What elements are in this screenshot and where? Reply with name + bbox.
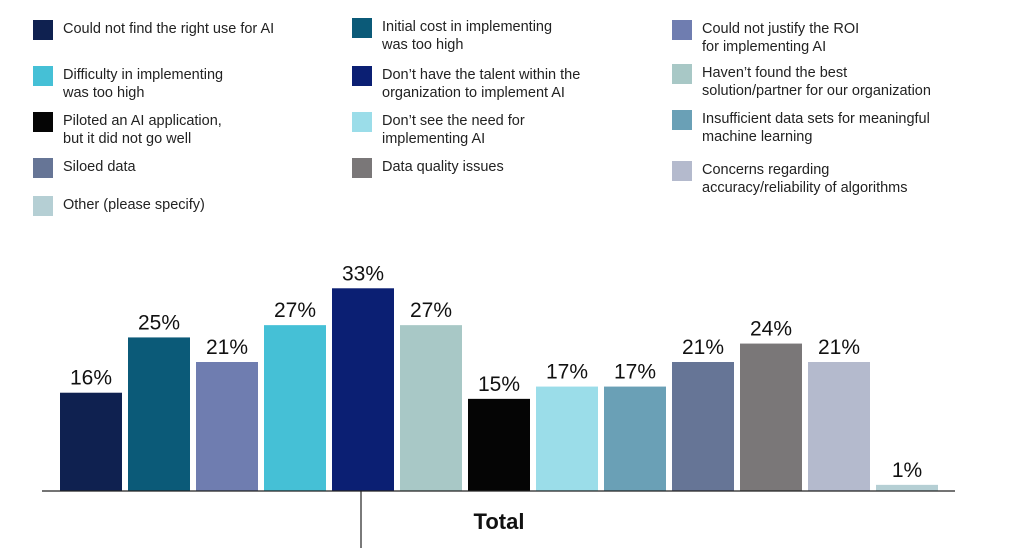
bar-value-label: 27% bbox=[274, 299, 316, 322]
bar bbox=[60, 392, 122, 491]
legend-swatch bbox=[672, 110, 692, 130]
bar bbox=[400, 325, 462, 491]
legend-item: Could not find the right use for AI bbox=[33, 20, 274, 40]
bar bbox=[604, 386, 666, 491]
legend-label: Siloed data bbox=[63, 159, 136, 175]
bar bbox=[332, 288, 394, 491]
legend-item: Don’t see the need for implementing AI bbox=[352, 112, 525, 148]
legend-item: Initial cost in implementing was too hig… bbox=[352, 18, 552, 54]
legend-item: Siloed data bbox=[33, 158, 136, 178]
legend-item: Data quality issues bbox=[352, 158, 504, 178]
legend-label: Insufficient data sets for meaningful ma… bbox=[702, 111, 930, 145]
legend-swatch bbox=[672, 64, 692, 84]
legend-swatch bbox=[352, 112, 372, 132]
bar-value-label: 33% bbox=[342, 262, 384, 285]
legend-swatch bbox=[352, 66, 372, 86]
bar bbox=[128, 337, 190, 491]
legend-swatch bbox=[672, 161, 692, 181]
bar-value-label: 17% bbox=[546, 361, 588, 384]
bar-value-label: 21% bbox=[818, 336, 860, 359]
bar-value-label: 17% bbox=[614, 361, 656, 384]
bar bbox=[672, 362, 734, 491]
bar bbox=[740, 343, 802, 491]
legend-item: Could not justify the ROI for implementi… bbox=[672, 20, 859, 56]
bar-value-label: 21% bbox=[206, 336, 248, 359]
bar-value-label: 25% bbox=[138, 311, 180, 334]
legend-swatch bbox=[33, 66, 53, 86]
legend-item: Haven’t found the best solution/partner … bbox=[672, 64, 931, 100]
bar-value-label: 1% bbox=[892, 459, 922, 482]
legend-label: Piloted an AI application, but it did no… bbox=[63, 113, 222, 147]
bar-value-label: 24% bbox=[750, 318, 792, 341]
x-axis-title: Total bbox=[474, 509, 525, 534]
bar bbox=[536, 386, 598, 491]
bar bbox=[196, 362, 258, 491]
legend: Could not find the right use for AI Diff… bbox=[0, 0, 1014, 230]
legend-swatch bbox=[352, 158, 372, 178]
bar-value-label: 27% bbox=[410, 299, 452, 322]
bar bbox=[876, 484, 938, 491]
legend-label: Other (please specify) bbox=[63, 197, 205, 213]
legend-item: Other (please specify) bbox=[33, 196, 205, 216]
legend-item: Piloted an AI application, but it did no… bbox=[33, 112, 222, 148]
legend-swatch bbox=[33, 196, 53, 216]
legend-item: Concerns regarding accuracy/reliability … bbox=[672, 161, 908, 197]
legend-item: Difficulty in implementing was too high bbox=[33, 66, 223, 102]
legend-swatch bbox=[352, 18, 372, 38]
bar bbox=[264, 325, 326, 491]
bar-chart: 16% 25% 21% 27% 33% 27% 15% 17% 17% 21% 24% 21% 1% T… bbox=[42, 262, 955, 548]
legend-swatch bbox=[33, 112, 53, 132]
bars-group: 16% 25% 21% 27% 33% 27% 15% 17% 17% 21% 24% 21% 1% bbox=[60, 262, 938, 491]
bar bbox=[468, 398, 530, 491]
legend-label: Haven’t found the best solution/partner … bbox=[702, 65, 931, 99]
legend-label: Don’t see the need for implementing AI bbox=[382, 113, 525, 147]
legend-item: Don’t have the talent within the organiz… bbox=[352, 66, 580, 102]
bar-value-label: 15% bbox=[478, 373, 520, 396]
bar-value-label: 16% bbox=[70, 367, 112, 390]
legend-swatch bbox=[33, 158, 53, 178]
legend-item: Insufficient data sets for meaningful ma… bbox=[672, 110, 930, 146]
legend-swatch bbox=[672, 20, 692, 40]
legend-label: Could not find the right use for AI bbox=[63, 21, 275, 37]
bar bbox=[808, 362, 870, 491]
legend-label: Could not justify the ROI for implementi… bbox=[702, 21, 860, 55]
legend-label: Initial cost in implementing was too hig… bbox=[382, 19, 553, 53]
legend-label: Don’t have the talent within the organiz… bbox=[382, 67, 581, 101]
legend-swatch bbox=[33, 20, 53, 40]
bar-value-label: 21% bbox=[682, 336, 724, 359]
legend-label: Difficulty in implementing was too high bbox=[63, 67, 224, 101]
legend-label: Data quality issues bbox=[382, 159, 504, 175]
legend-label: Concerns regarding accuracy/reliability … bbox=[702, 162, 908, 196]
